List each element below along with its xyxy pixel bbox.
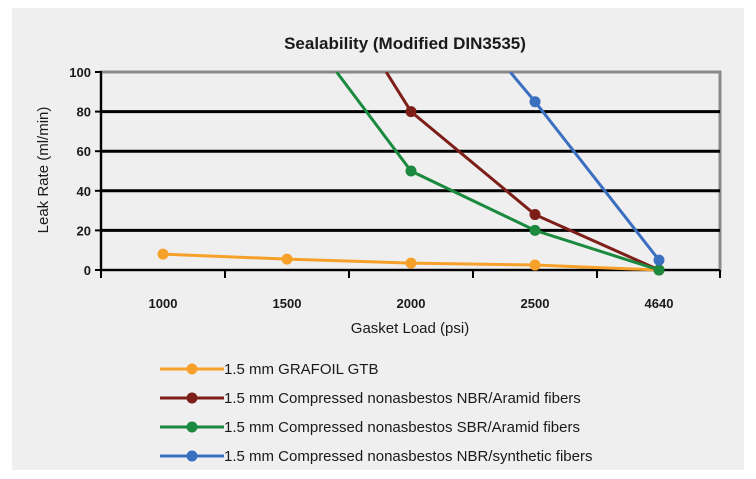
y-tick-label: 100: [69, 65, 91, 80]
legend-item: 1.5 mm Compressed nonasbestos SBR/Aramid…: [160, 419, 580, 436]
data-point: [529, 209, 541, 221]
y-tick-label: 60: [77, 144, 91, 159]
data-point: [529, 224, 541, 236]
legend-item: 1.5 mm Compressed nonasbestos NBR/Aramid…: [160, 390, 581, 407]
chart-svg: Sealability (Modified DIN3535) 0 20 40 60 80…: [35, 34, 722, 465]
x-tick-label: 4640: [645, 296, 674, 311]
chart-title: Sealability (Modified DIN3535): [284, 34, 526, 53]
y-tick-label: 0: [84, 263, 91, 278]
data-point: [653, 264, 665, 276]
data-point: [653, 254, 665, 266]
legend-label: 1.5 mm Compressed nonasbestos NBR/synthe…: [224, 448, 593, 465]
data-point: [405, 165, 417, 177]
legend-swatch-marker: [186, 450, 198, 462]
y-tick-label: 80: [77, 105, 91, 120]
legend-label: 1.5 mm GRAFOIL GTB: [224, 361, 378, 378]
data-point: [157, 248, 169, 260]
data-point: [281, 253, 293, 265]
x-tick-labels: 1000 1500 2000 2500 4640: [149, 296, 674, 311]
x-tick-label: 1500: [273, 296, 302, 311]
data-point: [529, 96, 541, 108]
legend-item: 1.5 mm GRAFOIL GTB: [160, 361, 378, 378]
legend-label: 1.5 mm Compressed nonasbestos NBR/Aramid…: [224, 390, 581, 407]
y-tick-label: 20: [77, 223, 91, 238]
legend-swatch-marker: [186, 363, 198, 375]
legend-swatch-marker: [186, 421, 198, 433]
legend-label: 1.5 mm Compressed nonasbestos SBR/Aramid…: [224, 419, 580, 436]
legend: 1.5 mm GRAFOIL GTB 1.5 mm Compressed nona…: [160, 361, 593, 465]
y-tick-labels: 0 20 40 60 80 100: [69, 65, 91, 278]
series-line-2: [384, 72, 660, 272]
y-axis-label: Leak Rate (ml/min): [35, 107, 52, 234]
x-tick-label: 1000: [149, 296, 178, 311]
data-point: [405, 257, 417, 269]
y-tick-label: 40: [77, 184, 91, 199]
legend-swatch-marker: [186, 392, 198, 404]
x-tick-label: 2500: [521, 296, 550, 311]
legend-item: 1.5 mm Compressed nonasbestos NBR/synthe…: [160, 448, 593, 465]
series-lines: [157, 72, 665, 276]
x-tick-label: 2000: [397, 296, 426, 311]
data-point: [529, 259, 541, 271]
x-axis-label: Gasket Load (psi): [351, 320, 469, 337]
series-line-3: [335, 72, 660, 272]
chart-frame: Sealability (Modified DIN3535) 0 20 40 60 80…: [12, 8, 744, 470]
data-point: [405, 106, 417, 118]
